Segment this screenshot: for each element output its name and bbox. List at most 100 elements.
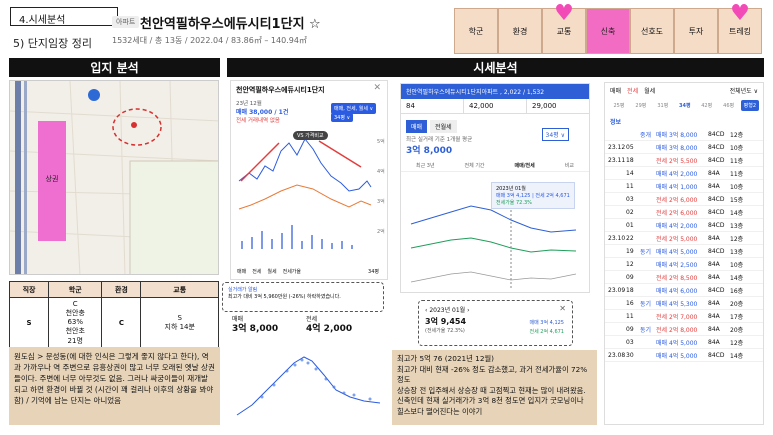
- nav-transport[interactable]: ♥ 교통: [542, 3, 586, 54]
- tx-day: 22: [626, 234, 634, 242]
- transaction-row[interactable]: 11 전세 2억 7,000 84A 17층: [605, 310, 763, 323]
- tx-price: 매매 4억 1,000: [656, 183, 698, 191]
- nav-preference[interactable]: 선호도: [630, 8, 674, 54]
- transaction-row[interactable]: 23.12 05 매매 3억 8,000 84CD 10층: [605, 141, 763, 154]
- tx-day: 05: [626, 143, 634, 151]
- tab-jeonse[interactable]: 전세: [627, 88, 639, 95]
- transaction-row[interactable]: 02 전세 2억 6,000 84CD 14층: [605, 206, 763, 219]
- nav-trekking[interactable]: ♥ 트레킹: [718, 3, 762, 54]
- year-filter[interactable]: 전체년도 ∨: [729, 88, 758, 95]
- chevron-right-icon[interactable]: ›: [467, 307, 470, 314]
- tab-rent[interactable]: 전월세: [430, 120, 457, 133]
- tx-area: 84A: [708, 273, 720, 281]
- tab-jeonse[interactable]: 전세: [252, 269, 262, 275]
- rent-label: 전세: [306, 316, 318, 323]
- tx-area: 84A: [708, 169, 720, 177]
- transactions-list: 중개 매매 3억 8,000 84CD 12층 23.12 05 매매 3억 8,000 84…: [605, 128, 763, 362]
- tx-day: 11: [626, 182, 634, 190]
- grade-table: 직장 학군 환경 교통 S C 천안충 63% 천안초 21명 C S 지하 1…: [8, 281, 219, 349]
- y-tick: 2억: [377, 228, 385, 235]
- area-dropdown[interactable]: 34평 ∨: [541, 128, 569, 141]
- tooltip-line2: 전세가율 72.3%: [496, 200, 532, 206]
- grade-header: 직장: [8, 281, 50, 298]
- tx-day: 09: [626, 325, 634, 333]
- price-band: 시세분석: [227, 58, 764, 77]
- tab-monthly[interactable]: 월세: [644, 88, 656, 95]
- transaction-row[interactable]: 14 매매 4억 2,000 84A 11층: [605, 167, 763, 180]
- tab-3y[interactable]: 최근 3년: [415, 163, 435, 169]
- map-graphic: 상권: [10, 81, 218, 274]
- area-tab[interactable]: 46평: [723, 103, 735, 109]
- tab-compare[interactable]: 비교: [564, 163, 574, 169]
- nav-environment[interactable]: 환경: [498, 8, 542, 54]
- tx-month: 23.10: [608, 234, 626, 242]
- heart-icon: ♥: [730, 1, 750, 26]
- nav-label: 교통: [556, 26, 572, 36]
- grade-value: S: [8, 297, 50, 349]
- transaction-row[interactable]: 23.08 30 매매 4억 5,000 84CD 14층: [605, 349, 763, 362]
- tx-area: 84CD: [708, 208, 725, 216]
- chart-price: 매매 38,000 / 1건: [236, 109, 289, 116]
- summary-area: 84: [406, 102, 415, 110]
- transaction-row[interactable]: 01 매매 4억 2,000 84CD 13층: [605, 219, 763, 232]
- sale-label: 매매: [232, 316, 244, 323]
- transaction-row[interactable]: 09 동기 전세 2억 8,000 84A 20층: [605, 323, 763, 336]
- transaction-row[interactable]: 23.09 18 매매 4억 6,000 84CD 16층: [605, 284, 763, 297]
- area-filter[interactable]: 34평 ∨: [331, 113, 354, 122]
- transaction-row[interactable]: 03 전세 2억 6,000 84CD 15층: [605, 193, 763, 206]
- chevron-left-icon[interactable]: ‹: [425, 307, 428, 314]
- transaction-row[interactable]: 23.11 18 전세 2억 5,500 84CD 11층: [605, 154, 763, 167]
- transaction-row[interactable]: 19 동기 매매 4억 5,000 84CD 13층: [605, 245, 763, 258]
- nav-investment[interactable]: 투자: [674, 8, 718, 54]
- transaction-row[interactable]: 16 동기 매매 4억 5,300 84A 20층: [605, 297, 763, 310]
- popup-date: ‹ 2023년 01월 ›: [425, 305, 566, 314]
- vs-compare-chip[interactable]: VS 가격비교: [293, 131, 328, 140]
- tx-area: 84A: [708, 338, 720, 346]
- tab-sale-rent[interactable]: 매매/전세: [514, 163, 535, 169]
- tab-ratio[interactable]: 전세가율: [282, 269, 302, 275]
- recent-value: 3억 8,000: [406, 146, 453, 156]
- summary-sale: 42,000: [463, 99, 526, 113]
- close-icon[interactable]: ✕: [373, 83, 381, 93]
- tab-sale[interactable]: 매매: [406, 120, 428, 133]
- apartment-tag: 아파트: [112, 16, 140, 28]
- trade-tabs: 매매 전월세: [401, 114, 589, 135]
- popup-sale: 매매 3억 4,125: [529, 320, 564, 326]
- alert-box: 실거래가 알림 최고가 대비 3억 5,960만원 (-26%) 하락하였습니다…: [222, 282, 384, 312]
- chart-date: 23년 12월: [236, 101, 262, 107]
- location-note: 원도심 > 문성동(에 대한 인식은 그렇게 좋지 않다고 한다), 역과 가까…: [9, 347, 220, 425]
- apartment-title: 천안역필하우스에듀시티1단지 ☆: [140, 17, 321, 32]
- area-tab[interactable]: 25평: [613, 103, 625, 109]
- rent-value: 4억 2,000: [306, 324, 353, 334]
- area-tab[interactable]: 42평: [701, 103, 713, 109]
- tx-day: 18: [626, 286, 634, 294]
- tx-price: 전세 2억 8,500: [656, 274, 698, 282]
- area-tab-active[interactable]: 34평: [679, 103, 691, 109]
- compare-button[interactable]: 평형2: [740, 100, 760, 111]
- tx-floor: 14층: [730, 352, 744, 360]
- nav-new-build[interactable]: 신축: [586, 8, 630, 54]
- transaction-row[interactable]: 중개 매매 3억 8,000 84CD 12층: [605, 128, 763, 141]
- tx-month: 23.12: [608, 143, 626, 151]
- tx-area: 84A: [708, 299, 720, 307]
- close-icon[interactable]: ✕: [559, 304, 566, 313]
- tx-floor: 13층: [730, 222, 744, 230]
- area-select[interactable]: 34평: [368, 269, 379, 275]
- area-tab[interactable]: 31평: [657, 103, 669, 109]
- transaction-row[interactable]: 03 매매 4억 5,000 84A 12층: [605, 336, 763, 349]
- transaction-row[interactable]: 11 매매 4억 1,000 84A 10층: [605, 180, 763, 193]
- tab-all[interactable]: 전체 기간: [464, 163, 485, 169]
- location-map[interactable]: 상권: [9, 80, 219, 275]
- tab-sale[interactable]: 매매: [237, 269, 247, 275]
- tab-sale[interactable]: 매매: [610, 88, 622, 95]
- transaction-row[interactable]: 23.10 22 전세 2억 5,000 84A 12층: [605, 232, 763, 245]
- complex-header: 천안역필하우스에듀시티1단지아파트 , 2,022 / 1,532: [401, 84, 589, 99]
- nav-school[interactable]: 학군: [454, 8, 498, 54]
- tooltip-date: 2023년 01월: [496, 186, 526, 192]
- deal-filter[interactable]: 매매, 전세, 월세 ∨: [331, 103, 377, 114]
- tab-monthly[interactable]: 월세: [267, 269, 277, 275]
- area-tab[interactable]: 29평: [635, 103, 647, 109]
- nav-label: 트레킹: [728, 26, 752, 36]
- transaction-row[interactable]: 12 매매 4억 2,500 84A 10층: [605, 258, 763, 271]
- transaction-row[interactable]: 09 전세 2억 8,500 84A 14층: [605, 271, 763, 284]
